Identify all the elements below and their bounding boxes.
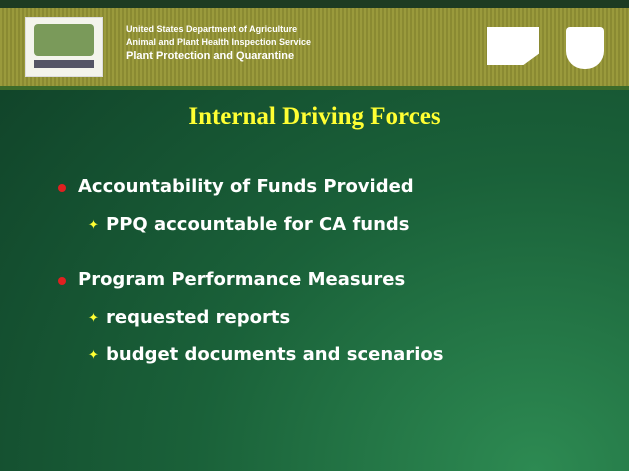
bullet-text: Program Performance Measures bbox=[78, 269, 406, 290]
bullet-text: Accountability of Funds Provided bbox=[78, 176, 414, 197]
sub-bullet-marker: ✦ bbox=[88, 348, 99, 363]
header-band: United States Department of Agriculture … bbox=[0, 0, 629, 90]
usda-logo bbox=[487, 27, 539, 65]
sub-bullet-text: PPQ accountable for CA funds bbox=[106, 214, 410, 235]
shield-logo bbox=[566, 27, 604, 69]
header-top-strip bbox=[0, 0, 629, 8]
sub-bullet-text: requested reports bbox=[106, 307, 291, 328]
sub-bullet-text: budget documents and scenarios bbox=[106, 344, 444, 365]
sub-bullet-marker: ✦ bbox=[88, 311, 99, 326]
header-line: Animal and Plant Health Inspection Servi… bbox=[126, 37, 312, 47]
header-line: Plant Protection and Quarantine bbox=[126, 50, 295, 62]
slide-title: Internal Driving Forces bbox=[188, 103, 441, 130]
left-logo bbox=[25, 17, 103, 77]
header-line: United States Department of Agriculture bbox=[126, 24, 298, 34]
bullet-marker bbox=[58, 277, 66, 285]
sub-bullet-marker: ✦ bbox=[88, 218, 99, 233]
bullet-marker bbox=[58, 184, 66, 192]
